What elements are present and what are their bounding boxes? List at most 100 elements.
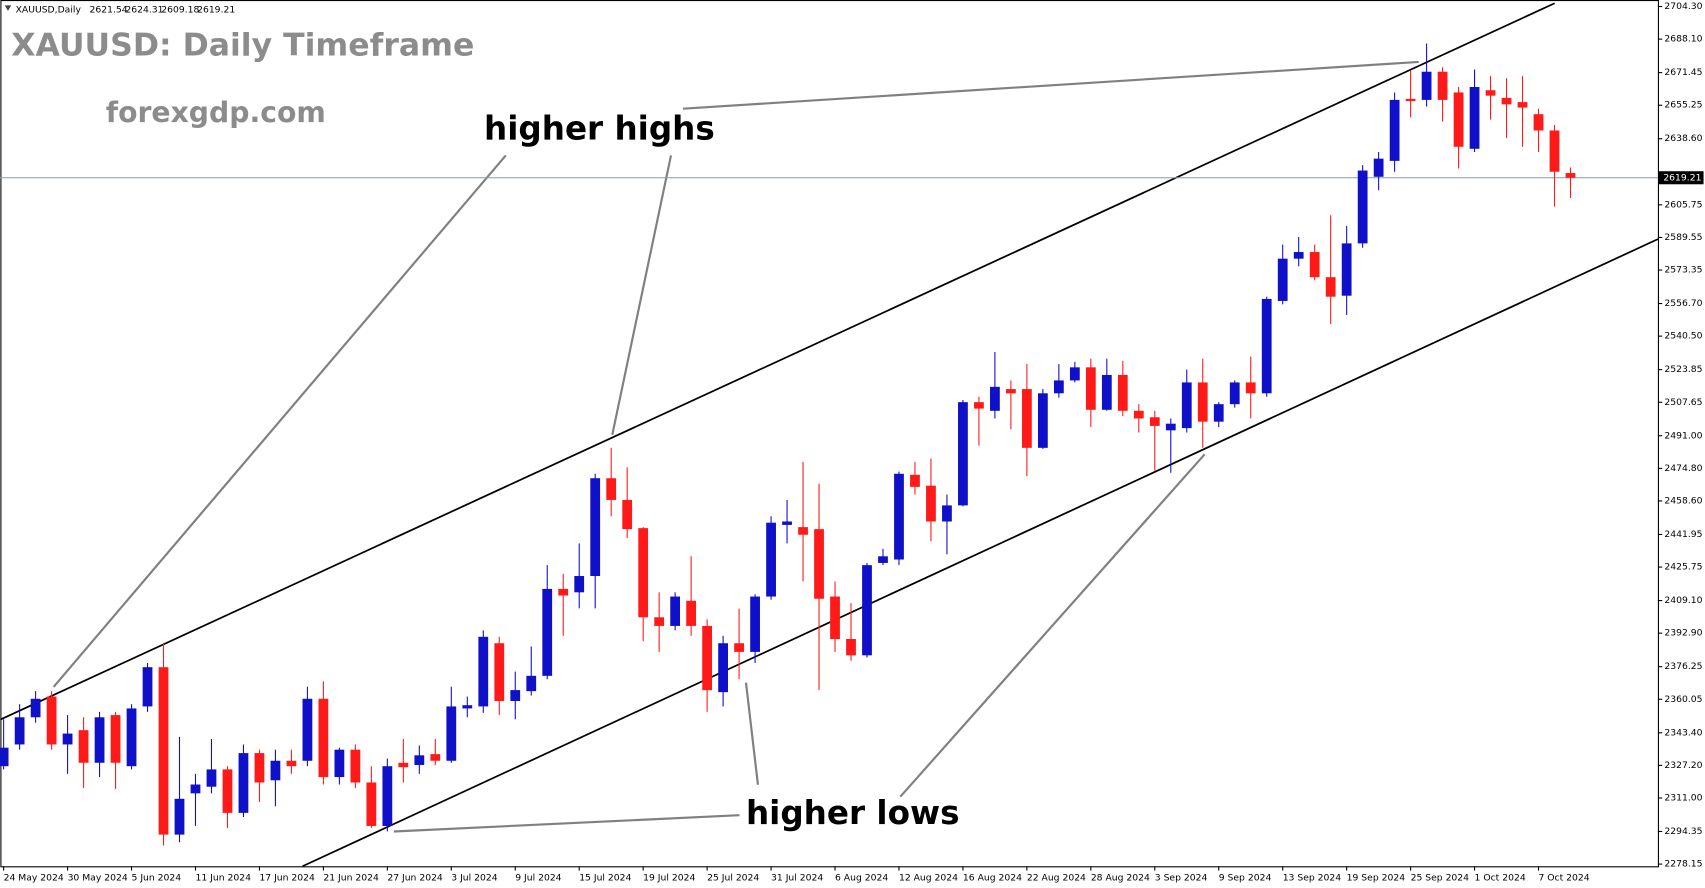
- candle-body: [1117, 374, 1128, 411]
- x-tick-label: 12 Aug 2024: [899, 872, 958, 883]
- candle-body: [1021, 389, 1032, 448]
- pointer-line: [682, 60, 1419, 110]
- pointer-line: [744, 682, 760, 785]
- y-tick-label: 2409.10: [1664, 595, 1702, 606]
- candle-body: [702, 625, 713, 691]
- annotation: higher lows: [746, 794, 960, 832]
- candle-body: [158, 667, 169, 835]
- x-tick-label: 11 Jun 2024: [195, 872, 251, 883]
- x-tick-label: 3 Sep 2024: [1155, 872, 1208, 883]
- candle-body: [894, 473, 904, 560]
- y-tick-label: 2491.00: [1664, 430, 1702, 441]
- header-symbol: XAUUSD,Daily: [16, 4, 82, 15]
- y-tick-label: 2523.85: [1664, 364, 1702, 375]
- candle-body: [1053, 380, 1064, 394]
- candle-body: [1565, 173, 1576, 178]
- chart-title: XAUUSD: Daily Timeframe: [11, 28, 474, 64]
- candle-body: [1165, 423, 1176, 431]
- candle-body: [254, 753, 265, 783]
- y-tick-label: 2474.80: [1664, 463, 1702, 474]
- y-tick-label: 2458.60: [1664, 495, 1702, 506]
- candle-body: [1213, 404, 1224, 422]
- candle-body: [30, 698, 41, 718]
- candle-body: [1101, 374, 1112, 410]
- y-tick-label: 2278.15: [1664, 859, 1702, 870]
- candle-body: [1485, 90, 1496, 96]
- y-tick-label: 2392.90: [1664, 628, 1702, 639]
- candle-body: [1405, 98, 1416, 102]
- candle-body: [1469, 87, 1480, 149]
- x-tick-label: 7 Oct 2024: [1539, 872, 1590, 883]
- pointer-line: [611, 155, 673, 435]
- y-tick-label: 2507.65: [1664, 397, 1702, 408]
- candle-body: [622, 499, 633, 530]
- candle-body: [0, 747, 9, 767]
- candle-body: [1229, 382, 1240, 405]
- candle-body: [126, 708, 137, 767]
- candle-body: [46, 696, 57, 745]
- x-tick-label: 19 Sep 2024: [1347, 872, 1406, 883]
- candle-body: [942, 505, 952, 522]
- x-tick-label: 15 Jul 2024: [579, 872, 631, 883]
- candle-body: [62, 733, 73, 745]
- candle-body: [1453, 92, 1464, 147]
- candle-body: [910, 474, 920, 487]
- x-tick-label: 25 Jul 2024: [707, 872, 759, 883]
- candle-body: [174, 798, 185, 835]
- y-tick-label: 2655.25: [1664, 100, 1702, 111]
- x-tick-label: 31 Jul 2024: [771, 872, 823, 883]
- pointer-line: [393, 814, 740, 833]
- candle-body: [606, 478, 617, 500]
- candle-body: [430, 754, 441, 761]
- candle-body: [302, 698, 313, 761]
- y-tick-label: 2327.20: [1664, 760, 1702, 771]
- y-tick-label: 2376.25: [1664, 661, 1702, 672]
- candle-body: [1293, 252, 1304, 259]
- candle-body: [638, 528, 649, 618]
- candle-body: [974, 402, 984, 409]
- y-tick-label: 2311.00: [1664, 792, 1702, 803]
- candle-body: [990, 386, 1000, 411]
- candle-body: [382, 766, 393, 826]
- candle-body: [510, 690, 521, 701]
- pointer-line: [899, 453, 1206, 798]
- candle-body: [270, 760, 281, 781]
- candle-body: [206, 769, 217, 787]
- candle-body: [718, 643, 728, 693]
- candle-body: [558, 588, 569, 596]
- candle-body: [446, 706, 457, 761]
- header-open: 2621.54: [89, 4, 127, 15]
- x-tick-label: 28 Aug 2024: [1091, 872, 1150, 883]
- candle-body: [750, 596, 760, 652]
- candle-body: [590, 478, 601, 577]
- candle-body: [670, 596, 681, 626]
- candle-body: [1517, 102, 1528, 108]
- candle-body: [1533, 114, 1544, 131]
- candle-body: [1085, 367, 1096, 410]
- x-tick-label: 22 Aug 2024: [1027, 872, 1086, 883]
- channel-upper: [0, 2, 1556, 721]
- y-tick-label: 2688.10: [1664, 34, 1702, 45]
- candle-body: [14, 717, 25, 745]
- x-tick-label: 24 May 2024: [4, 872, 64, 883]
- candle-body: [1309, 252, 1320, 278]
- candle-body: [94, 717, 105, 763]
- candle-body: [366, 782, 377, 826]
- y-tick-label: 2589.55: [1664, 232, 1702, 243]
- candle-body: [1069, 367, 1080, 381]
- candle-body: [494, 643, 505, 701]
- x-tick-label: 19 Jul 2024: [643, 872, 695, 883]
- candle-body: [1341, 243, 1352, 296]
- channel-lower: [302, 238, 1659, 868]
- x-tick-label: 27 Jun 2024: [387, 872, 443, 883]
- candle-body: [1357, 170, 1368, 244]
- candle-body: [1421, 71, 1432, 100]
- candle-body: [830, 596, 840, 640]
- candle-body: [1037, 393, 1048, 448]
- candle-body: [686, 600, 697, 626]
- x-tick-label: 30 May 2024: [68, 872, 128, 883]
- candle-body: [462, 705, 473, 709]
- y-tick-label: 2573.35: [1664, 265, 1702, 276]
